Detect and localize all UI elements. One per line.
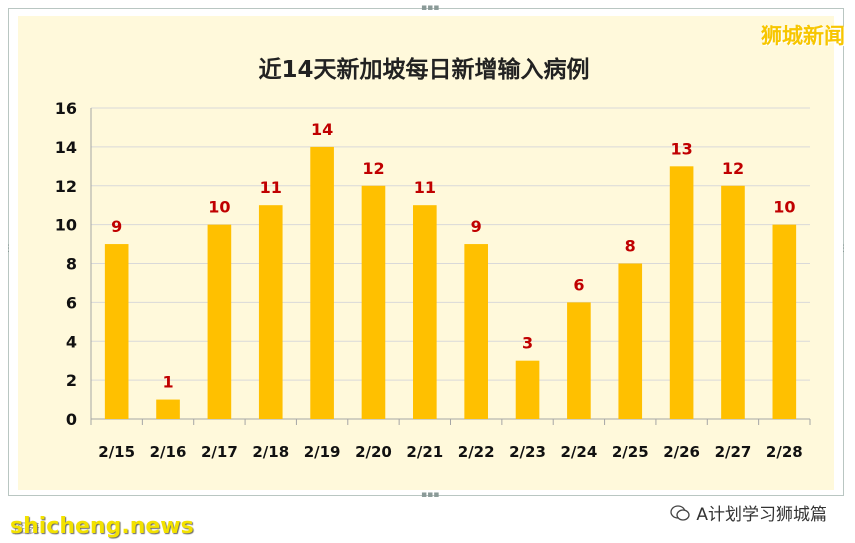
- y-tick-label: 10: [55, 216, 77, 235]
- resize-handle-left[interactable]: ⋮: [4, 244, 13, 254]
- y-tick-label: 14: [55, 138, 77, 157]
- x-tick-label: 2/21: [406, 443, 443, 461]
- watermark-top-right: 狮城新闻: [761, 24, 845, 48]
- x-tick-label: 2/25: [612, 443, 649, 461]
- source-credit: A计划学习狮城篇: [670, 500, 827, 525]
- bar: [156, 399, 180, 419]
- resize-handle-right[interactable]: ⋮: [839, 244, 848, 254]
- data-label: 12: [722, 159, 744, 178]
- data-label: 11: [260, 178, 282, 197]
- y-tick-label: 2: [66, 371, 77, 390]
- bar: [567, 302, 591, 419]
- y-tick-label: 4: [66, 332, 77, 351]
- x-tick-label: 2/26: [663, 443, 700, 461]
- x-tick-label: 2/18: [252, 443, 289, 461]
- x-tick-label: 2/23: [509, 443, 546, 461]
- x-tick-label: 2/17: [201, 443, 238, 461]
- source-credit-text: A计划学习狮城篇: [696, 505, 827, 525]
- data-label: 12: [362, 159, 384, 178]
- y-tick-label: 6: [66, 293, 77, 312]
- bottom-bar: 图表 shicheng.news A计划学习狮城篇: [0, 500, 855, 543]
- bars: [104, 146, 797, 419]
- bar: [310, 146, 334, 419]
- bar: [772, 224, 797, 419]
- x-tick-label: 2/22: [458, 443, 495, 461]
- bar: [515, 360, 540, 419]
- y-tick-label: 8: [66, 255, 77, 274]
- resize-handle-bottom[interactable]: ▪▪▪: [421, 490, 440, 500]
- bar: [361, 185, 386, 419]
- data-label: 8: [625, 237, 636, 256]
- data-label: 14: [311, 120, 333, 139]
- data-labels: 9 1 10 11 14 12 11 9 3 6 8 13 12 10: [111, 120, 795, 392]
- x-tick-label: 2/28: [766, 443, 803, 461]
- chart-title: 近14天新加坡每日新增输入病例: [258, 56, 589, 83]
- bar: [464, 244, 488, 419]
- x-tick-label: 2/27: [715, 443, 752, 461]
- y-tick-label: 16: [55, 99, 77, 118]
- x-tick-label: 2/24: [560, 443, 597, 461]
- bar: [618, 263, 643, 419]
- bar: [413, 205, 437, 419]
- bar: [669, 166, 694, 419]
- bar: [258, 205, 283, 419]
- wechat-icon: [670, 504, 691, 521]
- data-label: 11: [414, 178, 436, 197]
- y-tick-label: 12: [55, 177, 77, 196]
- x-tick-label: 2/20: [355, 443, 392, 461]
- data-label: 13: [670, 139, 692, 158]
- x-tick-label: 2/16: [150, 443, 187, 461]
- data-label: 9: [471, 217, 482, 236]
- bottom-caption: 图表: [14, 522, 41, 537]
- data-label: 9: [111, 217, 122, 236]
- data-label: 3: [522, 334, 533, 353]
- y-tick-labels: 0 2 4 6 8 10 12 14 16: [55, 99, 77, 429]
- data-label: 1: [162, 373, 173, 392]
- data-label: 10: [208, 198, 230, 217]
- x-tick-label: 2/15: [98, 443, 135, 461]
- gridlines: [91, 107, 810, 381]
- y-tick-label: 0: [66, 410, 77, 429]
- bar: [104, 244, 129, 419]
- bar: [207, 224, 232, 419]
- resize-handle-top[interactable]: ▪▪▪: [421, 3, 440, 13]
- x-tick-label: 2/19: [304, 443, 341, 461]
- data-label: 10: [773, 198, 795, 217]
- watermark-bottom-left: shicheng.news: [10, 514, 194, 539]
- bar: [721, 185, 745, 419]
- axes: [90, 108, 811, 425]
- data-label: 6: [573, 275, 584, 294]
- x-tick-labels: 2/15 2/16 2/17 2/18 2/19 2/20 2/21 2/22 2/23 2/24…: [98, 443, 802, 461]
